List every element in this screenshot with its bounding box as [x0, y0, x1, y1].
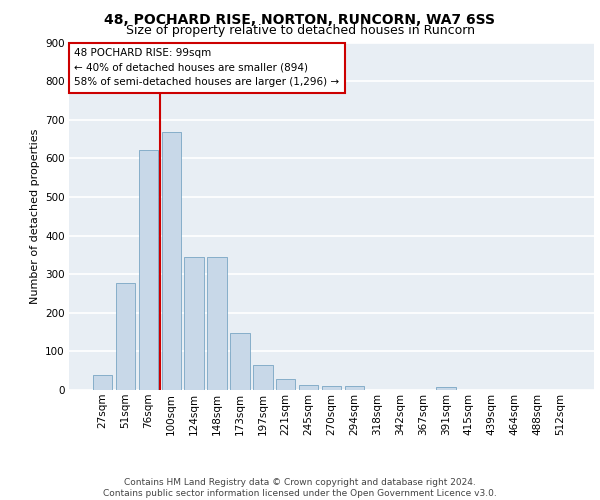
Bar [436, 387, 455, 390]
Bar [344, 386, 364, 390]
Bar [184, 257, 204, 390]
Bar [230, 333, 250, 390]
Bar [161, 132, 181, 390]
Text: Size of property relative to detached houses in Runcorn: Size of property relative to detached ho… [125, 24, 475, 37]
Bar [253, 365, 272, 390]
Bar [322, 386, 341, 390]
Bar [208, 257, 227, 390]
Bar [93, 374, 112, 390]
Bar [276, 379, 295, 390]
Bar [139, 150, 158, 390]
Text: 48, POCHARD RISE, NORTON, RUNCORN, WA7 6SS: 48, POCHARD RISE, NORTON, RUNCORN, WA7 6… [104, 12, 496, 26]
Text: 48 POCHARD RISE: 99sqm
← 40% of detached houses are smaller (894)
58% of semi-de: 48 POCHARD RISE: 99sqm ← 40% of detached… [74, 48, 340, 88]
Bar [299, 385, 319, 390]
Y-axis label: Number of detached properties: Number of detached properties [29, 128, 40, 304]
Bar [116, 282, 135, 390]
Text: Contains HM Land Registry data © Crown copyright and database right 2024.
Contai: Contains HM Land Registry data © Crown c… [103, 478, 497, 498]
